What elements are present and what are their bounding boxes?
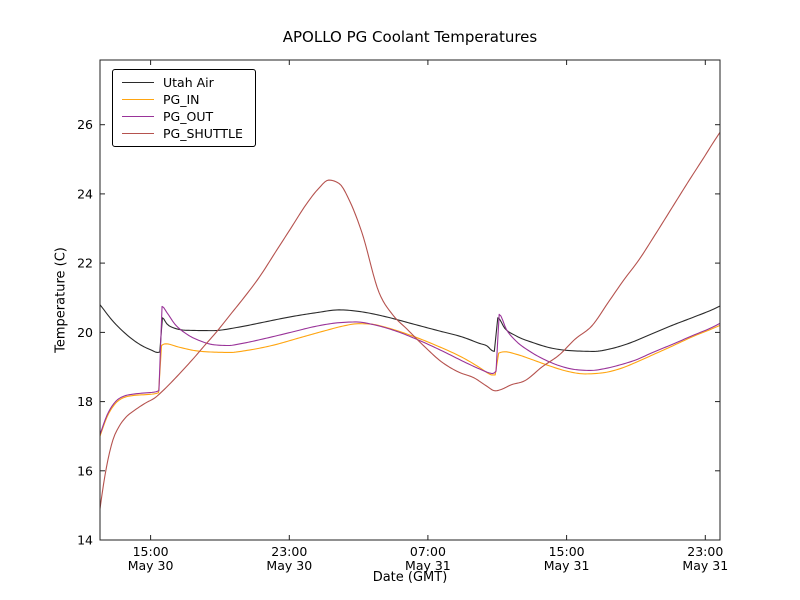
legend-label: Utah Air bbox=[163, 75, 214, 90]
legend-label: PG_OUT bbox=[163, 109, 214, 124]
y-tick-label: 24 bbox=[77, 186, 93, 201]
legend-line-swatch bbox=[122, 82, 154, 83]
y-tick-label: 20 bbox=[77, 325, 93, 340]
legend-label: PG_IN bbox=[163, 92, 200, 107]
legend: Utah Air PG_IN PG_OUT PG_SHUTTLE bbox=[112, 69, 256, 147]
x-tick-label-date: May 31 bbox=[405, 558, 451, 573]
legend-entry-utah-air: Utah Air bbox=[122, 75, 243, 90]
x-axis-label: Date (GMT) bbox=[372, 570, 448, 585]
x-tick-label-time: 07:00 bbox=[410, 544, 446, 559]
legend-line-swatch bbox=[122, 99, 154, 100]
y-tick-label: 26 bbox=[77, 117, 93, 132]
legend-entry-pg-shuttle: PG_SHUTTLE bbox=[122, 126, 243, 141]
series-line-pg-in bbox=[100, 323, 720, 437]
y-tick-label: 22 bbox=[77, 256, 93, 271]
legend-entry-pg-in: PG_IN bbox=[122, 92, 243, 107]
series-line-pg-shuttle bbox=[100, 132, 720, 509]
legend-label: PG_SHUTTLE bbox=[163, 126, 243, 141]
chart-title: APOLLO PG Coolant Temperatures bbox=[282, 28, 538, 46]
y-axis-label: Temperature (C) bbox=[53, 247, 69, 353]
y-tick-label: 14 bbox=[77, 533, 93, 548]
x-tick-label-time: 15:00 bbox=[549, 544, 585, 559]
x-tick-label-date: May 31 bbox=[544, 558, 590, 573]
x-tick-label-time: 15:00 bbox=[133, 544, 169, 559]
x-tick-label-date: May 30 bbox=[128, 558, 174, 573]
legend-line-swatch bbox=[122, 116, 154, 117]
x-tick-label-date: May 30 bbox=[266, 558, 312, 573]
legend-entry-pg-out: PG_OUT bbox=[122, 109, 243, 124]
series-line-utah-air bbox=[100, 304, 720, 353]
x-tick-label-time: 23:00 bbox=[687, 544, 723, 559]
y-tick-label: 18 bbox=[77, 394, 93, 409]
y-tick-label: 16 bbox=[77, 463, 93, 478]
plot-frame bbox=[99, 59, 721, 541]
x-tick-label-date: May 31 bbox=[682, 558, 728, 573]
x-tick-label-time: 23:00 bbox=[271, 544, 307, 559]
series-line-pg-out bbox=[100, 305, 720, 435]
legend-line-swatch bbox=[122, 133, 154, 134]
